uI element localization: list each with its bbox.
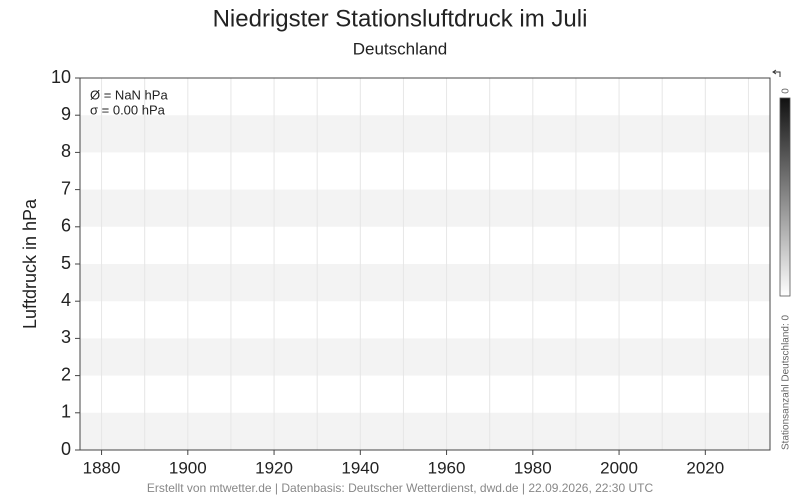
grid-band — [80, 115, 770, 153]
reset-icon[interactable] — [772, 69, 781, 77]
y-tick-label: 0 — [61, 439, 71, 459]
colorbar-tick: 0 — [781, 88, 792, 94]
y-tick-label: 8 — [61, 141, 71, 161]
annotation: σ = 0.00 hPa — [90, 102, 166, 117]
y-tick-label: 7 — [61, 178, 71, 198]
chart-title: Niedrigster Stationsluftdruck im Juli — [213, 5, 588, 32]
x-tick-label: 2000 — [600, 458, 638, 477]
y-tick-label: 10 — [51, 67, 71, 87]
y-tick-label: 1 — [61, 402, 71, 422]
x-tick-label: 1880 — [83, 458, 121, 477]
x-tick-label: 1920 — [255, 458, 293, 477]
colorbar — [779, 97, 791, 297]
x-tick-label: 1940 — [341, 458, 379, 477]
grid-band — [80, 264, 770, 302]
y-tick-label: 3 — [61, 327, 71, 347]
y-tick-label: 5 — [61, 253, 71, 273]
y-tick-label: 6 — [61, 216, 71, 236]
x-tick-label: 1900 — [169, 458, 207, 477]
y-tick-label: 4 — [61, 290, 71, 310]
colorbar-label: Stationsanzahl Deutschland: 0 — [781, 314, 792, 450]
y-axis-label: Luftdruck in hPa — [20, 198, 40, 329]
grid-band — [80, 338, 770, 376]
x-tick-label: 2020 — [686, 458, 724, 477]
annotation: Ø = NaN hPa — [90, 87, 168, 102]
grid-band — [80, 189, 770, 227]
x-tick-label: 1960 — [428, 458, 466, 477]
x-tick-label: 1980 — [514, 458, 552, 477]
y-tick-label: 2 — [61, 364, 71, 384]
y-tick-label: 9 — [61, 104, 71, 124]
footer: Erstellt von mtwetter.de | Datenbasis: D… — [147, 481, 654, 495]
chart-subtitle: Deutschland — [353, 39, 448, 58]
grid-band — [80, 412, 770, 450]
